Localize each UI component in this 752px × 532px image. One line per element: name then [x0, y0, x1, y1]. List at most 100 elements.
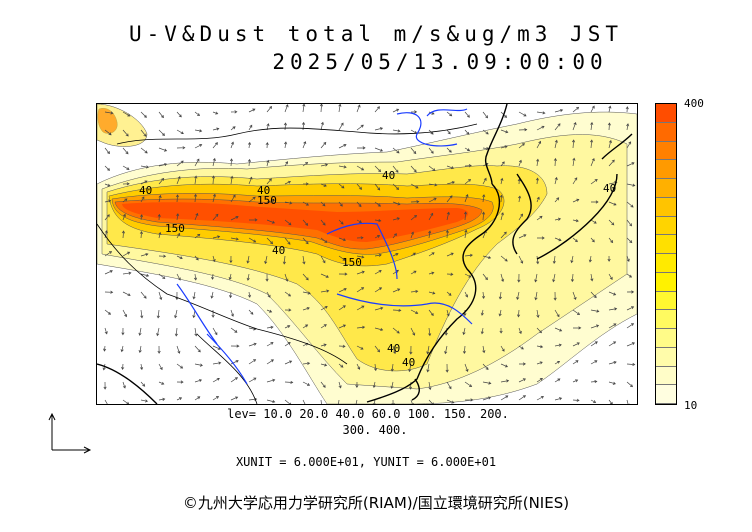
wind-arrow	[248, 176, 253, 185]
wind-arrow	[374, 201, 381, 207]
wind-arrow	[356, 345, 364, 350]
wind-arrow	[320, 381, 326, 388]
wind-arrow	[320, 141, 327, 149]
wind-arrow	[104, 309, 112, 315]
wind-arrow	[572, 342, 580, 347]
wind-arrow	[356, 146, 366, 150]
wind-arrow	[518, 128, 528, 132]
wind-arrow	[608, 219, 615, 226]
wind-arrow	[409, 345, 413, 355]
wind-arrow	[246, 255, 250, 264]
wind-arrow	[338, 272, 348, 276]
wind-arrow	[374, 183, 381, 191]
wind-arrow	[158, 381, 165, 385]
legend-band	[656, 179, 676, 198]
wind-arrow	[626, 219, 633, 227]
wind-arrow	[338, 201, 343, 207]
contour-label: 150	[257, 194, 277, 207]
wind-arrow	[194, 396, 201, 401]
wind-arrow	[428, 327, 432, 337]
wind-arrow	[482, 194, 486, 203]
wind-arrow	[426, 363, 430, 373]
wind-arrow	[590, 341, 598, 347]
wind-arrow	[284, 161, 288, 167]
wind-arrow	[138, 345, 142, 354]
wind-arrow	[338, 122, 344, 131]
wind-arrow	[428, 212, 434, 221]
wind-arrow	[536, 345, 544, 349]
wind-arrow	[356, 183, 363, 190]
wind-arrow	[464, 381, 473, 387]
wind-arrow	[626, 141, 632, 149]
wind-arrow	[356, 165, 365, 171]
wind-arrow	[607, 122, 611, 131]
wind-arrow	[392, 165, 399, 173]
wind-arrow	[608, 341, 617, 347]
wind-arrow	[302, 381, 311, 386]
wind-arrow	[392, 129, 401, 133]
wind-arrow	[176, 160, 184, 167]
wind-arrow	[140, 147, 148, 154]
wind-arrow	[247, 141, 252, 149]
wind-arrow	[553, 157, 558, 167]
wind-arrow	[590, 237, 595, 243]
wind-arrow	[230, 126, 236, 131]
legend-max-label: 400	[684, 97, 704, 110]
wind-arrow	[158, 363, 163, 371]
credit-text: ©九州大学応用力学研究所(RIAM)/国立環境研究所(NIES)	[182, 494, 570, 512]
wind-arrow	[590, 105, 595, 113]
wind-arrow	[374, 327, 384, 332]
wind-arrow	[518, 327, 522, 335]
wind-arrow	[229, 158, 234, 167]
wind-arrow	[212, 127, 220, 131]
wind-arrow	[374, 269, 382, 275]
wind-arrow	[482, 345, 486, 354]
dust-contour-small-nw-outer	[97, 104, 148, 147]
wind-arrow	[374, 219, 382, 223]
wind-arrow	[121, 230, 126, 239]
wind-arrow	[212, 213, 219, 221]
legend-band	[656, 347, 676, 367]
wind-arrow	[338, 219, 344, 225]
wind-arrow	[355, 381, 359, 388]
wind-arrow	[212, 327, 218, 336]
wind-arrow	[446, 147, 452, 153]
wind-arrow	[374, 127, 384, 131]
legend-min-label: 10	[684, 399, 698, 412]
wind-arrow	[140, 399, 149, 403]
wind-arrow	[301, 121, 306, 131]
wind-arrow	[104, 399, 108, 404]
wind-arrow	[176, 345, 181, 354]
wind-arrow	[428, 252, 435, 257]
wind-arrow	[410, 214, 418, 221]
wind-arrow	[516, 309, 521, 318]
wind-arrow	[140, 381, 146, 387]
wind-arrow	[572, 326, 582, 330]
wind-arrow	[572, 106, 580, 113]
wind-arrow	[392, 201, 401, 206]
wind-arrow	[410, 327, 416, 336]
wind-arrow	[122, 309, 127, 318]
wind-arrow	[572, 219, 579, 223]
wind-arrow	[554, 108, 564, 113]
wind-arrow	[248, 309, 254, 315]
wind-arrow	[482, 177, 487, 185]
contour-label: 150	[342, 256, 362, 269]
wind-arrow	[390, 363, 394, 372]
wind-arrow	[266, 237, 274, 245]
wind-arrow	[230, 327, 238, 333]
contour-label: 40	[387, 342, 400, 355]
wind-arrow	[212, 157, 216, 167]
wind-arrow	[338, 381, 342, 389]
wind-arrow	[626, 183, 636, 187]
dust-field	[97, 104, 637, 404]
wind-arrow	[284, 380, 294, 384]
wind-arrow	[264, 255, 268, 265]
wind-arrow	[536, 111, 546, 115]
wind-arrow	[608, 381, 616, 385]
wind-arrow	[481, 291, 486, 299]
levels-line-2: 300. 400.	[342, 423, 408, 437]
wind-arrow	[194, 378, 203, 383]
wind-arrow	[537, 236, 545, 240]
wind-arrow	[536, 309, 540, 318]
